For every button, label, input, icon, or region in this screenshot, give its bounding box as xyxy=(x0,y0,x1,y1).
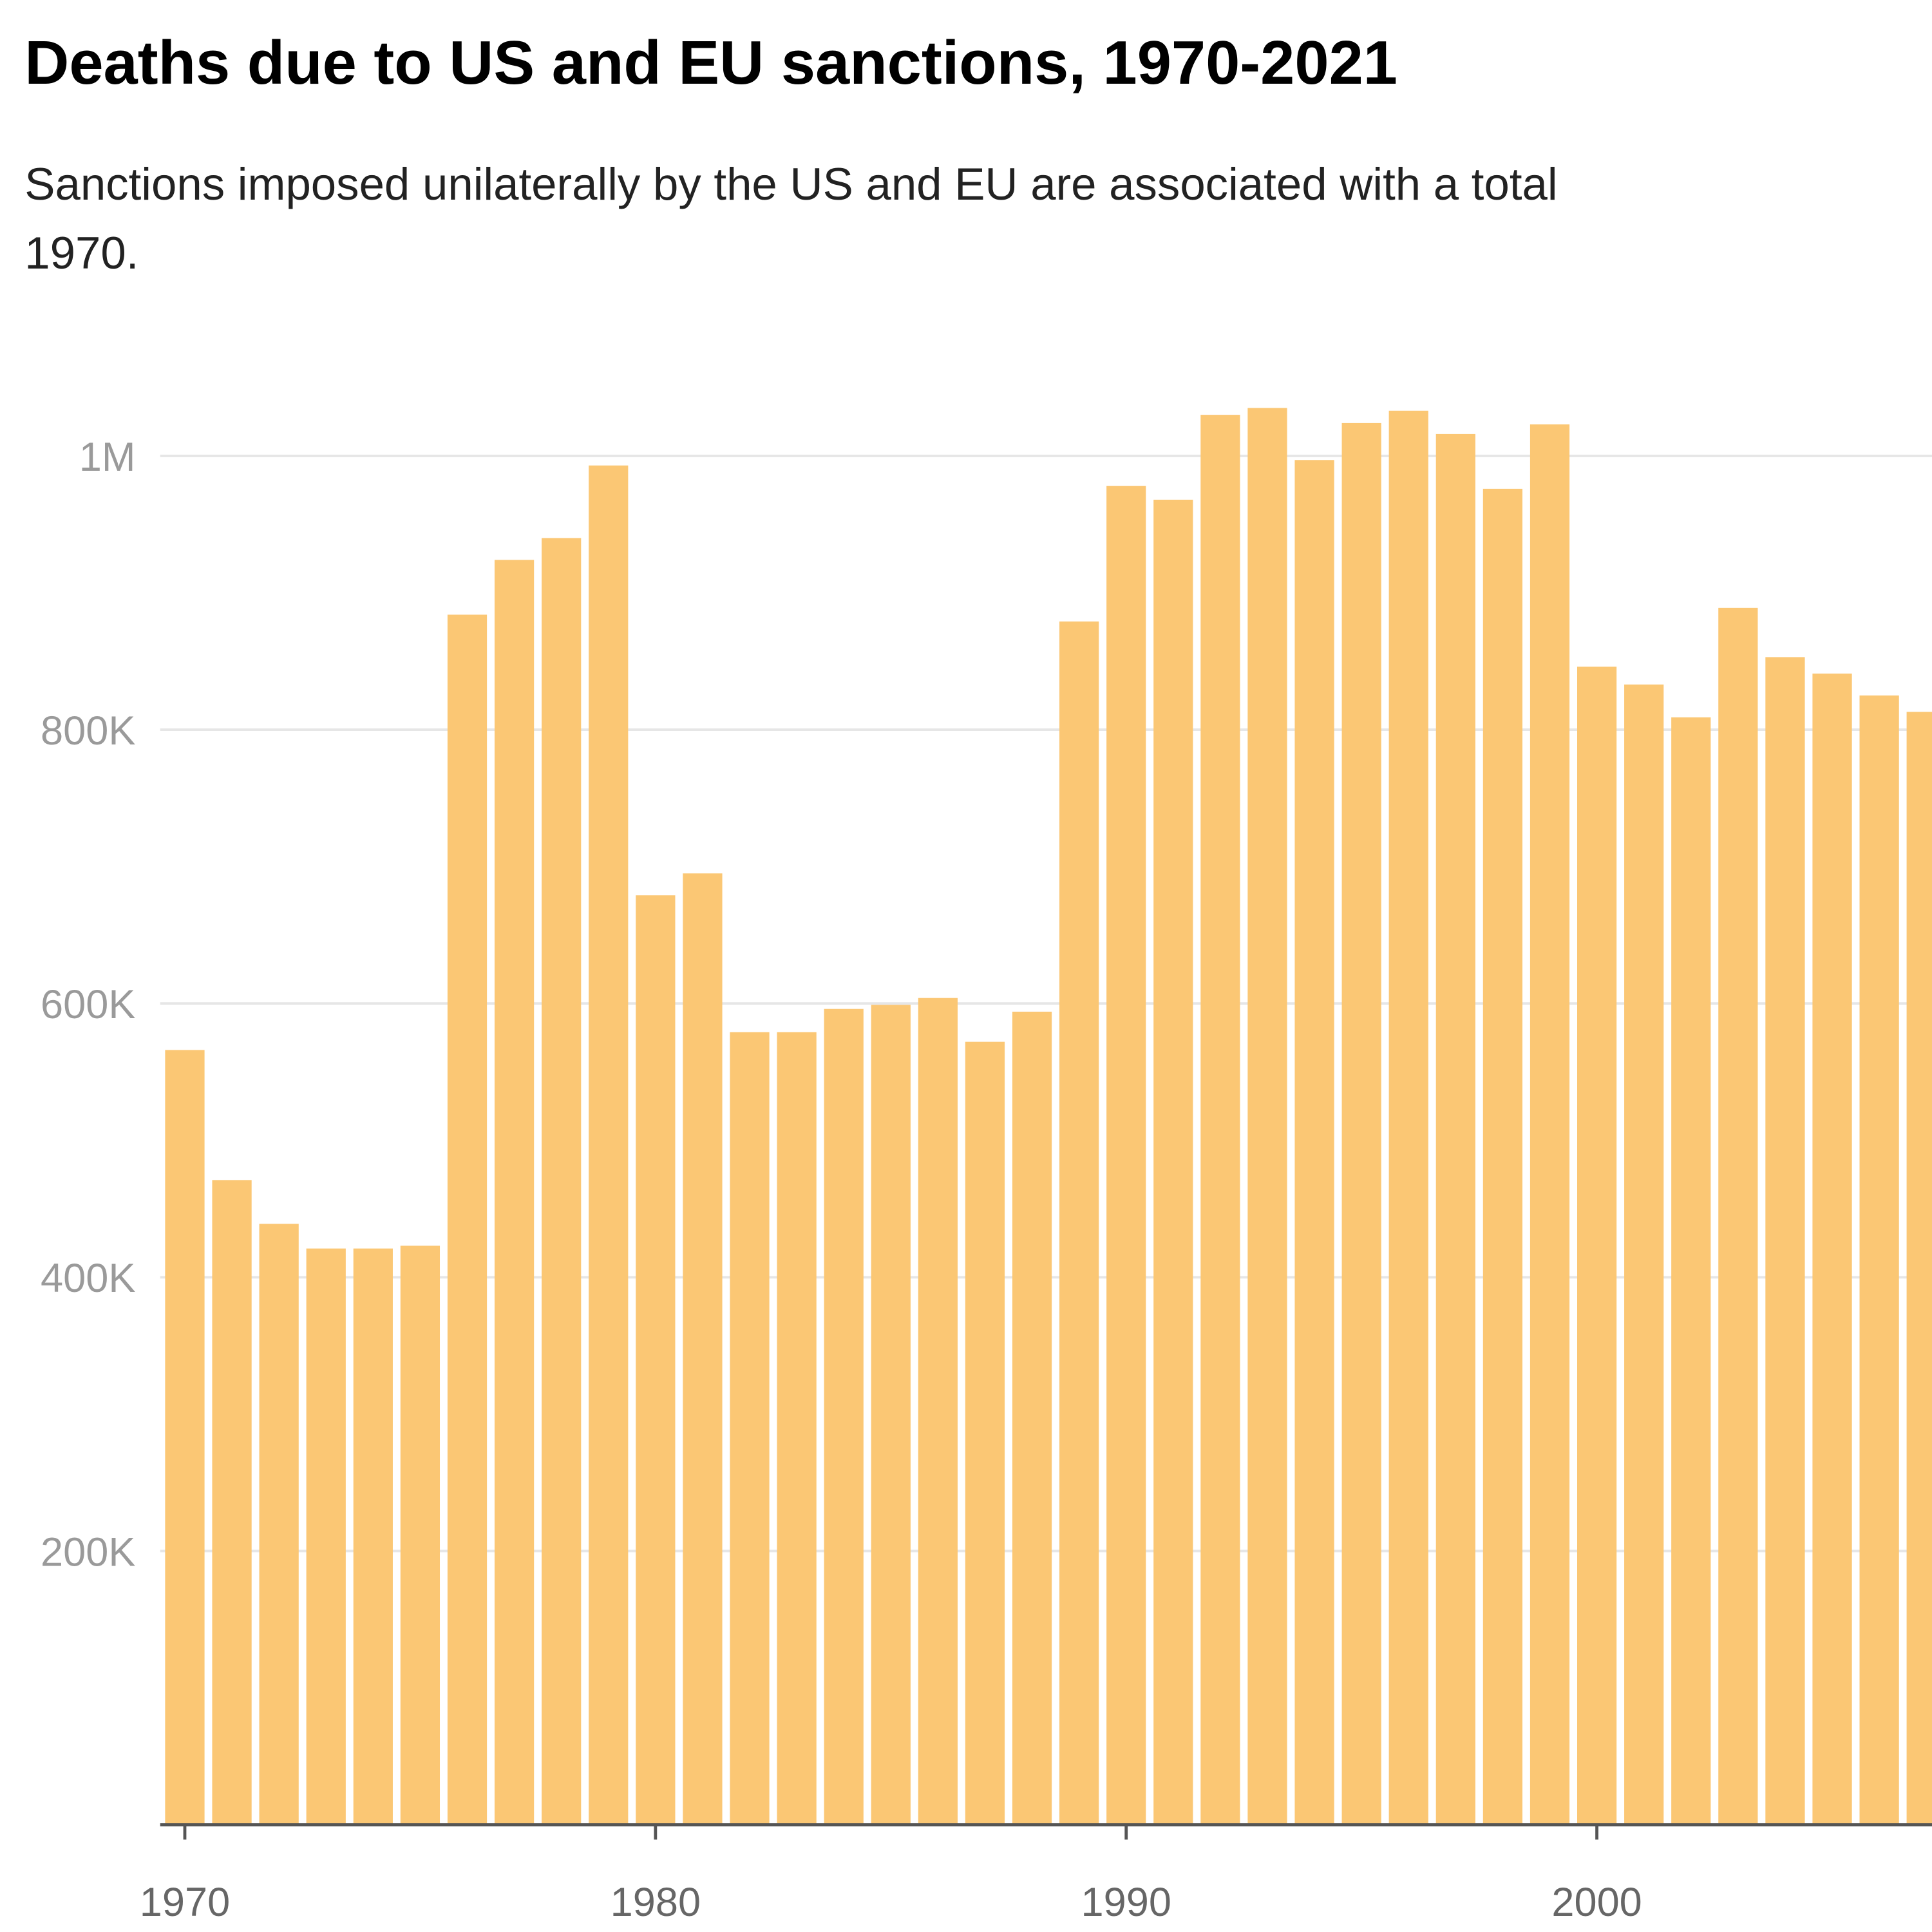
bar-1979 xyxy=(589,465,629,1825)
bar-1999 xyxy=(1530,424,1570,1825)
bar-1990 xyxy=(1106,486,1146,1825)
bar-2000 xyxy=(1577,667,1617,1825)
bar-1974 xyxy=(353,1248,393,1825)
bar-1982 xyxy=(730,1032,770,1825)
bar-2005 xyxy=(1812,673,1852,1825)
bar-1971 xyxy=(212,1180,252,1825)
bar-2007 xyxy=(1906,712,1932,1825)
bar-2006 xyxy=(1859,695,1899,1825)
bar-2004 xyxy=(1765,657,1805,1825)
bar-1970 xyxy=(165,1050,205,1825)
bar-1973 xyxy=(306,1248,346,1825)
bar-2001 xyxy=(1624,684,1664,1825)
bar-1981 xyxy=(683,873,723,1825)
bar-1991 xyxy=(1153,499,1193,1825)
bar-1987 xyxy=(965,1041,1005,1825)
bar-1995 xyxy=(1341,422,1381,1825)
x-tick-label: 1970 xyxy=(140,1880,230,1925)
x-axis: 1970 1980 1990 2000 xyxy=(140,1824,1642,1925)
bar-1993 xyxy=(1247,408,1287,1825)
bar-1994 xyxy=(1294,460,1334,1825)
bar-1989 xyxy=(1059,621,1099,1825)
bar-1978 xyxy=(542,538,582,1825)
bar-1986 xyxy=(918,998,958,1825)
bar-1988 xyxy=(1012,1011,1052,1825)
bar-2002 xyxy=(1671,717,1711,1825)
y-tick-label: 800K xyxy=(41,708,135,753)
bar-1984 xyxy=(824,1009,864,1825)
bar-1998 xyxy=(1482,488,1523,1825)
y-tick-label: 400K xyxy=(41,1256,135,1301)
y-axis: 200K 400K 600K 800K 1M xyxy=(41,435,135,1575)
bar-1992 xyxy=(1200,415,1240,1825)
x-tick-label: 1980 xyxy=(611,1880,701,1925)
y-tick-label: 200K xyxy=(41,1530,135,1575)
chart-subtitle-line-1: Sanctions imposed unilaterally by the US… xyxy=(24,159,1557,210)
bars xyxy=(165,408,1932,1825)
chart-title: Deaths due to US and EU sanctions, 1970-… xyxy=(24,28,1397,97)
chart-subtitle-line-2: 1970. xyxy=(24,228,138,279)
bar-1976 xyxy=(447,614,488,1825)
bar-1996 xyxy=(1388,410,1428,1825)
bar-1997 xyxy=(1435,433,1475,1825)
y-tick-label: 1M xyxy=(79,435,136,480)
bar-1975 xyxy=(400,1245,440,1825)
bar-1983 xyxy=(777,1032,817,1825)
y-tick-label: 600K xyxy=(41,982,135,1027)
bar-1985 xyxy=(871,1005,911,1825)
x-tick-label: 1990 xyxy=(1081,1880,1171,1925)
x-tick-label: 2000 xyxy=(1551,1880,1642,1925)
bar-2003 xyxy=(1718,607,1758,1825)
bar-1972 xyxy=(259,1224,299,1825)
bar-1980 xyxy=(636,895,676,1825)
bar-1977 xyxy=(494,560,535,1825)
